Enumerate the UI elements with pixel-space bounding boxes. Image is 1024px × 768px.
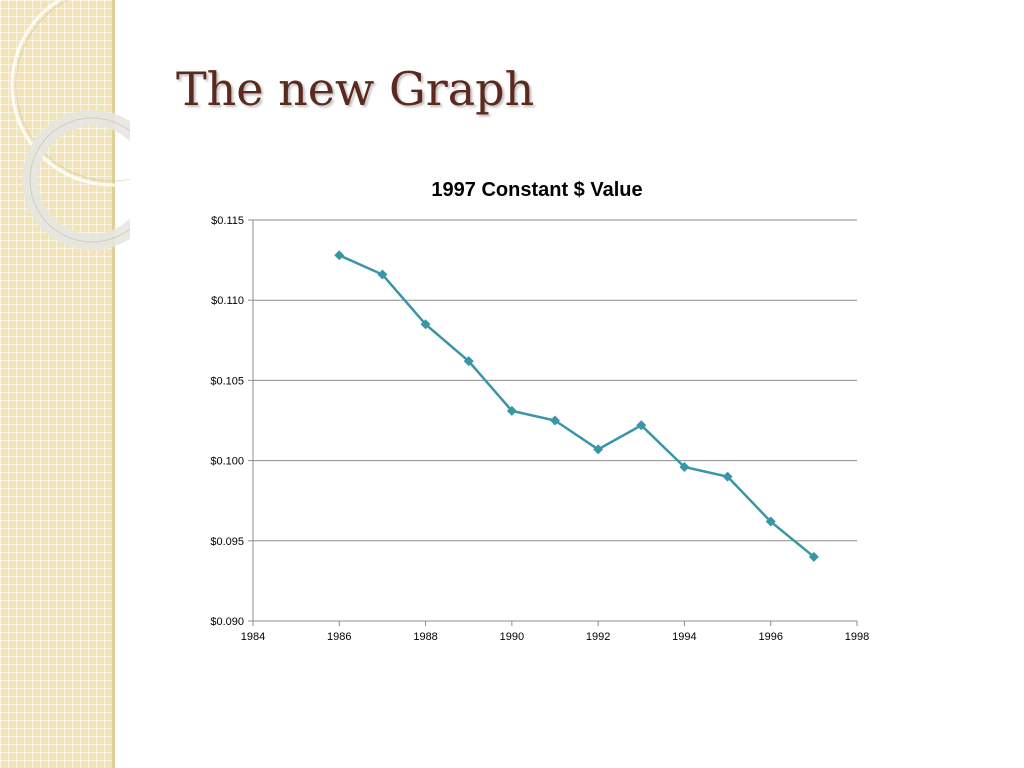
data-point-marker <box>550 415 560 426</box>
x-tick-labels: 1984 1986 1988 1990 1992 1994 1996 1998 <box>241 631 869 643</box>
data-point-marker <box>722 471 733 482</box>
data-point-marker <box>679 462 690 473</box>
x-tick-label: 1994 <box>672 631 696 643</box>
y-tick-label: $0.100 <box>210 456 244 468</box>
axes <box>248 219 858 626</box>
y-tick-label: $0.090 <box>210 616 244 628</box>
slide-title: The new Graph <box>176 62 535 116</box>
line-chart: 1997 Constant $ Value $0.090 $0.095 $0.100… <box>210 179 869 643</box>
chart-title: 1997 Constant $ Value <box>431 179 642 201</box>
x-tick-label: 1988 <box>413 631 437 643</box>
data-point-marker <box>420 319 431 330</box>
data-point-marker <box>808 551 819 562</box>
x-tick-label: 1992 <box>586 631 610 643</box>
data-point-marker <box>334 250 345 261</box>
y-tick-label: $0.095 <box>210 536 244 548</box>
x-tick-label: 1998 <box>845 631 869 643</box>
series-line <box>338 254 815 558</box>
data-point-marker <box>506 405 517 416</box>
y-tick-label: $0.105 <box>210 375 244 387</box>
x-tick-label: 1996 <box>758 631 782 643</box>
data-point-marker <box>593 444 604 455</box>
y-tick-labels: $0.090 $0.095 $0.100 $0.105 $0.110 $0.115 <box>210 215 244 628</box>
data-point-marker <box>377 269 388 280</box>
x-tick-label: 1986 <box>327 631 351 643</box>
data-point-marker <box>765 516 776 527</box>
decorative-rings <box>10 0 130 250</box>
y-tick-label: $0.110 <box>211 295 244 307</box>
data-point-marker <box>636 420 647 431</box>
gridlines <box>253 219 857 542</box>
side-strip-edge <box>112 0 115 768</box>
x-tick-label: 1984 <box>241 631 265 643</box>
x-tick-label: 1990 <box>500 631 524 643</box>
series-markers <box>334 250 819 562</box>
y-tick-label: $0.115 <box>211 215 244 227</box>
data-point-marker <box>463 356 474 367</box>
